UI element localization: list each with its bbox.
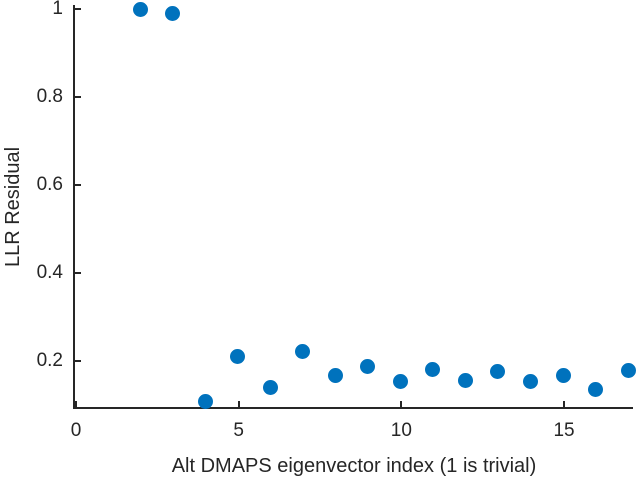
- data-point: [555, 367, 571, 383]
- x-tick-mark: [563, 401, 566, 407]
- y-tick-label: 0.6: [36, 174, 63, 196]
- data-point: [132, 1, 148, 17]
- data-point: [360, 358, 376, 374]
- x-tick-mark: [75, 401, 77, 407]
- data-point: [457, 372, 473, 388]
- y-tick-mark: [75, 96, 81, 99]
- x-tick-label: 0: [70, 420, 82, 441]
- data-point: [490, 363, 506, 379]
- data-point: [165, 6, 181, 22]
- data-point: [295, 344, 311, 360]
- x-tick-label: 10: [390, 420, 412, 441]
- y-tick-mark: [75, 359, 81, 362]
- y-tick-label: 0.8: [36, 86, 63, 108]
- data-point: [327, 368, 343, 384]
- x-tick-label: 5: [233, 420, 244, 441]
- data-point: [425, 362, 441, 378]
- y-axis-label: LLR Residual: [2, 146, 24, 268]
- y-tick-label: 1: [52, 0, 63, 20]
- data-point: [392, 374, 408, 390]
- data-point: [197, 394, 213, 410]
- data-point: [262, 379, 278, 395]
- plot-area: [73, 1, 636, 410]
- x-tick-mark: [237, 401, 240, 407]
- y-tick-mark: [75, 8, 81, 11]
- y-tick-label: 0.4: [36, 261, 63, 283]
- y-axis-spine: [73, 5, 75, 409]
- y-tick-label: 0.2: [36, 349, 63, 371]
- data-point: [523, 374, 538, 390]
- x-axis-spine: [73, 407, 633, 409]
- y-tick-mark: [75, 184, 81, 187]
- data-point: [230, 348, 246, 364]
- x-axis-label: Alt DMAPS eigenvector index (1 is trivia…: [171, 455, 537, 477]
- y-tick-mark: [75, 271, 81, 274]
- data-point: [620, 363, 636, 379]
- x-tick-mark: [400, 401, 403, 407]
- data-point: [588, 381, 604, 397]
- x-tick-label: 15: [553, 420, 575, 441]
